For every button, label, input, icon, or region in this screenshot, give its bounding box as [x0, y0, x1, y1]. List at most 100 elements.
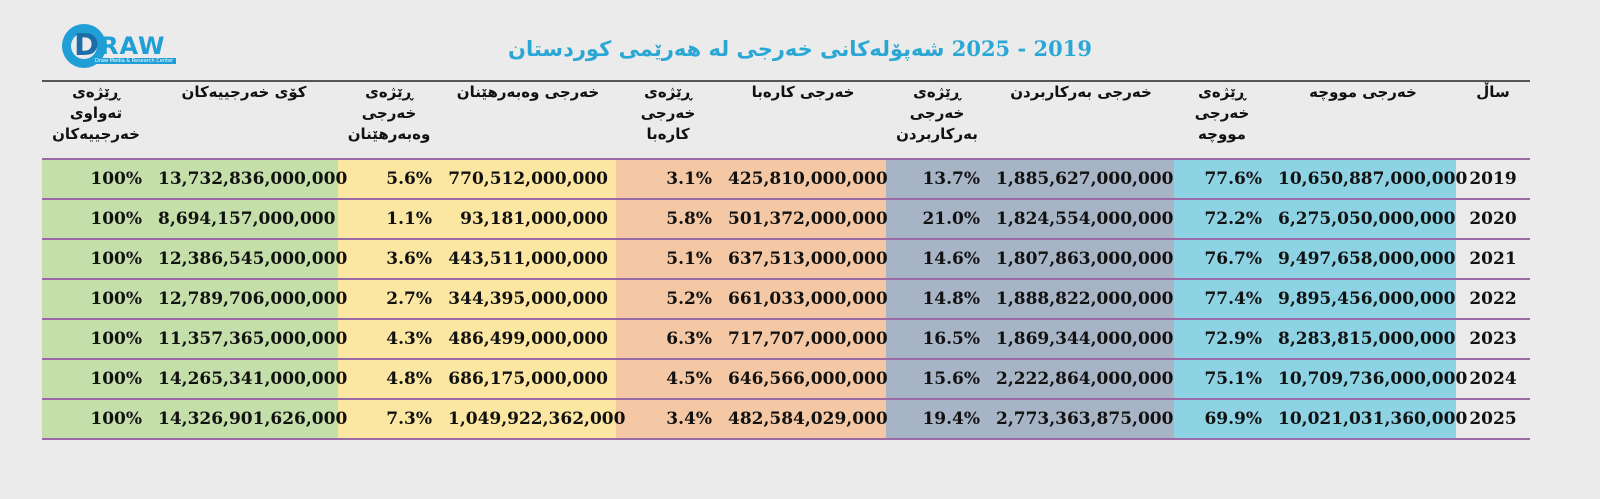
cell-total: 14,265,341,000,000: [150, 358, 347, 399]
table-row: 100% 14,326,901,626,000 7.3% 1,049,922,362,…: [42, 398, 1530, 440]
cell-goods-pct: 15.6%: [886, 358, 988, 399]
table-header-row: ڕێژەی تەواوی خەرجییەکان کۆی خەرجییەکان ڕ…: [42, 81, 1530, 159]
cell-total-pct: 100%: [42, 358, 150, 399]
cell-goods: 1,807,863,000,000: [988, 238, 1174, 279]
cell-year: 2023: [1456, 318, 1530, 359]
cell-total-pct: 100%: [42, 238, 150, 279]
cell-salary: 10,650,887,000,000: [1270, 158, 1467, 199]
header-total-pct: ڕێژەی تەواوی خەرجییەکان: [52, 83, 140, 143]
table-row: 100% 14,265,341,000,000 4.8% 686,175,000,00…: [42, 358, 1530, 399]
cell-investment: 443,511,000,000: [440, 238, 616, 279]
cell-electricity-pct: 5.1%: [616, 238, 720, 279]
cell-total: 11,357,365,000,000: [150, 318, 347, 359]
table-row: 100% 8,694,157,000,000 1.1% 93,181,000,000 5…: [42, 198, 1530, 239]
logo-wordmark: RAW: [100, 32, 166, 60]
cell-goods: 1,888,822,000,000: [988, 278, 1174, 319]
cell-investment-pct: 4.3%: [338, 318, 440, 359]
cell-total: 12,789,706,000,000: [150, 278, 347, 319]
cell-year: 2019: [1456, 158, 1530, 199]
cell-investment: 93,181,000,000: [440, 198, 616, 239]
header-electricity-pct: ڕێژەی خەرجی کارەبا: [640, 83, 696, 143]
cell-salary: 9,497,658,000,000: [1270, 238, 1456, 279]
cell-goods: 2,773,363,875,000: [988, 398, 1174, 440]
cell-goods-pct: 14.6%: [886, 238, 988, 279]
cell-investment-pct: 4.8%: [338, 358, 440, 399]
cell-total-pct: 100%: [42, 158, 150, 199]
cell-investment-pct: 3.6%: [338, 238, 440, 279]
header-investment-pct: ڕێژەی خەرجی وەبەرهێنان: [347, 83, 431, 143]
cell-salary-pct: 77.4%: [1174, 278, 1270, 319]
cell-goods: 1,869,344,000,000: [988, 318, 1174, 359]
cell-electricity-pct: 4.5%: [616, 358, 720, 399]
cell-total: 8,694,157,000,000: [150, 198, 338, 239]
cell-goods-pct: 19.4%: [886, 398, 988, 440]
cell-investment: 486,499,000,000: [440, 318, 616, 359]
expenditure-table: ڕێژەی تەواوی خەرجییەکان کۆی خەرجییەکان ڕ…: [42, 80, 1530, 440]
cell-year: 2021: [1456, 238, 1530, 279]
cell-investment-pct: 1.1%: [338, 198, 440, 239]
cell-year: 2022: [1456, 278, 1530, 319]
cell-goods-pct: 16.5%: [886, 318, 988, 359]
header-electricity: خەرجی کارەبا: [751, 83, 855, 101]
cell-salary: 9,895,456,000,000: [1270, 278, 1456, 319]
logo-tagline: Draw Media & Research Center: [92, 58, 177, 64]
cell-salary: 6,275,050,000,000: [1270, 198, 1456, 239]
cell-investment: 344,395,000,000: [440, 278, 616, 319]
cell-electricity: 482,584,029,000: [720, 398, 888, 440]
cell-salary-pct: 69.9%: [1174, 398, 1270, 440]
logo-circle-icon: [62, 24, 106, 68]
cell-year: 2020: [1456, 198, 1530, 239]
cell-salary: 8,283,815,000,000: [1270, 318, 1456, 359]
cell-salary-pct: 75.1%: [1174, 358, 1270, 399]
cell-year: 2025: [1456, 398, 1530, 440]
cell-total: 13,732,836,000,000: [150, 158, 347, 199]
cell-goods: 1,824,554,000,000: [988, 198, 1174, 239]
cell-salary: 10,709,736,000,000: [1270, 358, 1467, 399]
cell-goods-pct: 21.0%: [886, 198, 988, 239]
cell-electricity: 425,810,000,000: [720, 158, 888, 199]
page-title: شەپۆلەکانی خەرجی لە هەرێمی کوردستان 2025…: [0, 36, 1600, 61]
cell-electricity: 646,566,000,000: [720, 358, 888, 399]
cell-electricity-pct: 5.8%: [616, 198, 720, 239]
cell-salary-pct: 72.2%: [1174, 198, 1270, 239]
cell-total-pct: 100%: [42, 198, 150, 239]
cell-salary-pct: 77.6%: [1174, 158, 1270, 199]
table-row: 100% 13,732,836,000,000 5.6% 770,512,000,00…: [42, 158, 1530, 199]
cell-total-pct: 100%: [42, 318, 150, 359]
header-salary-pct: ڕێژەی خەرجی مووچە: [1194, 83, 1250, 143]
cell-electricity: 637,513,000,000: [720, 238, 888, 279]
cell-investment: 686,175,000,000: [440, 358, 616, 399]
cell-salary: 10,021,031,360,000: [1270, 398, 1467, 440]
cell-electricity: 501,372,000,000: [720, 198, 888, 239]
cell-electricity: 717,707,000,000: [720, 318, 888, 359]
header-year: ساڵ: [1476, 83, 1510, 101]
cell-electricity: 661,033,000,000: [720, 278, 888, 319]
header-goods: خەرجی بەرکاربردن: [1010, 83, 1152, 101]
cell-electricity-pct: 3.4%: [616, 398, 720, 440]
cell-investment-pct: 5.6%: [338, 158, 440, 199]
cell-electricity-pct: 6.3%: [616, 318, 720, 359]
table-row: 100% 12,386,545,000,000 3.6% 443,511,000,00…: [42, 238, 1530, 279]
cell-total-pct: 100%: [42, 398, 150, 440]
cell-goods: 1,885,627,000,000: [988, 158, 1174, 199]
cell-electricity-pct: 3.1%: [616, 158, 720, 199]
cell-total: 14,326,901,626,000: [150, 398, 347, 440]
header-total: کۆی خەرجییەکان: [181, 83, 307, 101]
cell-goods: 2,222,864,000,000: [988, 358, 1174, 399]
cell-investment-pct: 2.7%: [338, 278, 440, 319]
cell-investment-pct: 7.3%: [338, 398, 440, 440]
title-text: شەپۆلەکانی خەرجی لە هەرێمی کوردستان: [508, 37, 945, 61]
cell-goods-pct: 14.8%: [886, 278, 988, 319]
header-goods-pct: ڕێژەی خەرجی بەرکاربردن: [896, 83, 978, 143]
cell-investment: 770,512,000,000: [440, 158, 616, 199]
table-row: 100% 11,357,365,000,000 4.3% 486,499,000,00…: [42, 318, 1530, 359]
cell-investment: 1,049,922,362,000: [440, 398, 625, 440]
header-investment: خەرجی وەبەرهێنان: [456, 83, 600, 101]
table-body: 100% 13,732,836,000,000 5.6% 770,512,000,00…: [42, 158, 1530, 440]
cell-electricity-pct: 5.2%: [616, 278, 720, 319]
cell-total: 12,386,545,000,000: [150, 238, 347, 279]
header-salary: خەرجی مووچە: [1309, 83, 1417, 101]
logo-letter: D: [74, 28, 99, 63]
cell-salary-pct: 76.7%: [1174, 238, 1270, 279]
title-years: 2025 - 2019: [951, 36, 1092, 61]
